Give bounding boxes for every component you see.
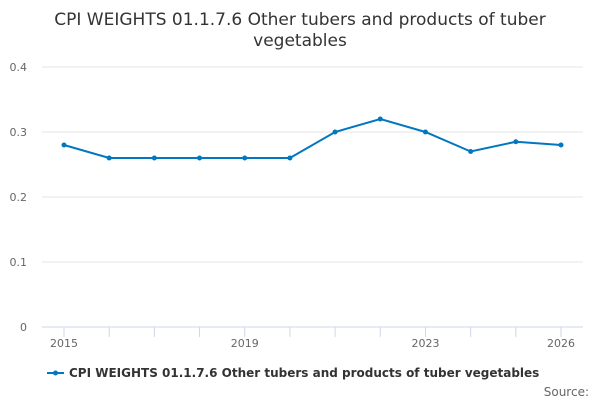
data-point[interactable] [558, 142, 564, 148]
data-point[interactable] [287, 155, 293, 161]
data-point[interactable] [422, 129, 428, 135]
legend-point-marker [53, 370, 58, 376]
y-tick-label: 0.1 [10, 256, 28, 269]
data-point[interactable] [61, 142, 67, 148]
data-point[interactable] [332, 129, 338, 135]
y-tick-label: 0.2 [10, 191, 28, 204]
legend-label: CPI WEIGHTS 01.1.7.6 Other tubers and pr… [69, 366, 539, 380]
legend[interactable]: CPI WEIGHTS 01.1.7.6 Other tubers and pr… [47, 366, 539, 380]
chart-title-line-2: vegetables [253, 31, 347, 51]
x-tick-label: 2019 [231, 337, 259, 350]
data-point[interactable] [468, 149, 474, 154]
data-point[interactable] [106, 155, 112, 161]
y-tick-label: 0.3 [10, 126, 28, 139]
data-point[interactable] [242, 155, 248, 161]
data-point[interactable] [377, 116, 383, 122]
series-line [63, 117, 562, 159]
data-point[interactable] [151, 155, 157, 161]
data-point[interactable] [513, 139, 519, 145]
x-tick-label: 2026 [547, 337, 575, 350]
x-tick-label: 2015 [50, 337, 78, 350]
source-label: Source: [544, 385, 589, 399]
y-tick-label: 0 [20, 321, 27, 334]
chart-title-line-1: CPI WEIGHTS 01.1.7.6 Other tubers and pr… [54, 10, 545, 30]
data-point[interactable] [197, 155, 203, 161]
y-tick-label: 0.4 [10, 61, 28, 74]
x-tick-label: 2023 [411, 337, 439, 350]
